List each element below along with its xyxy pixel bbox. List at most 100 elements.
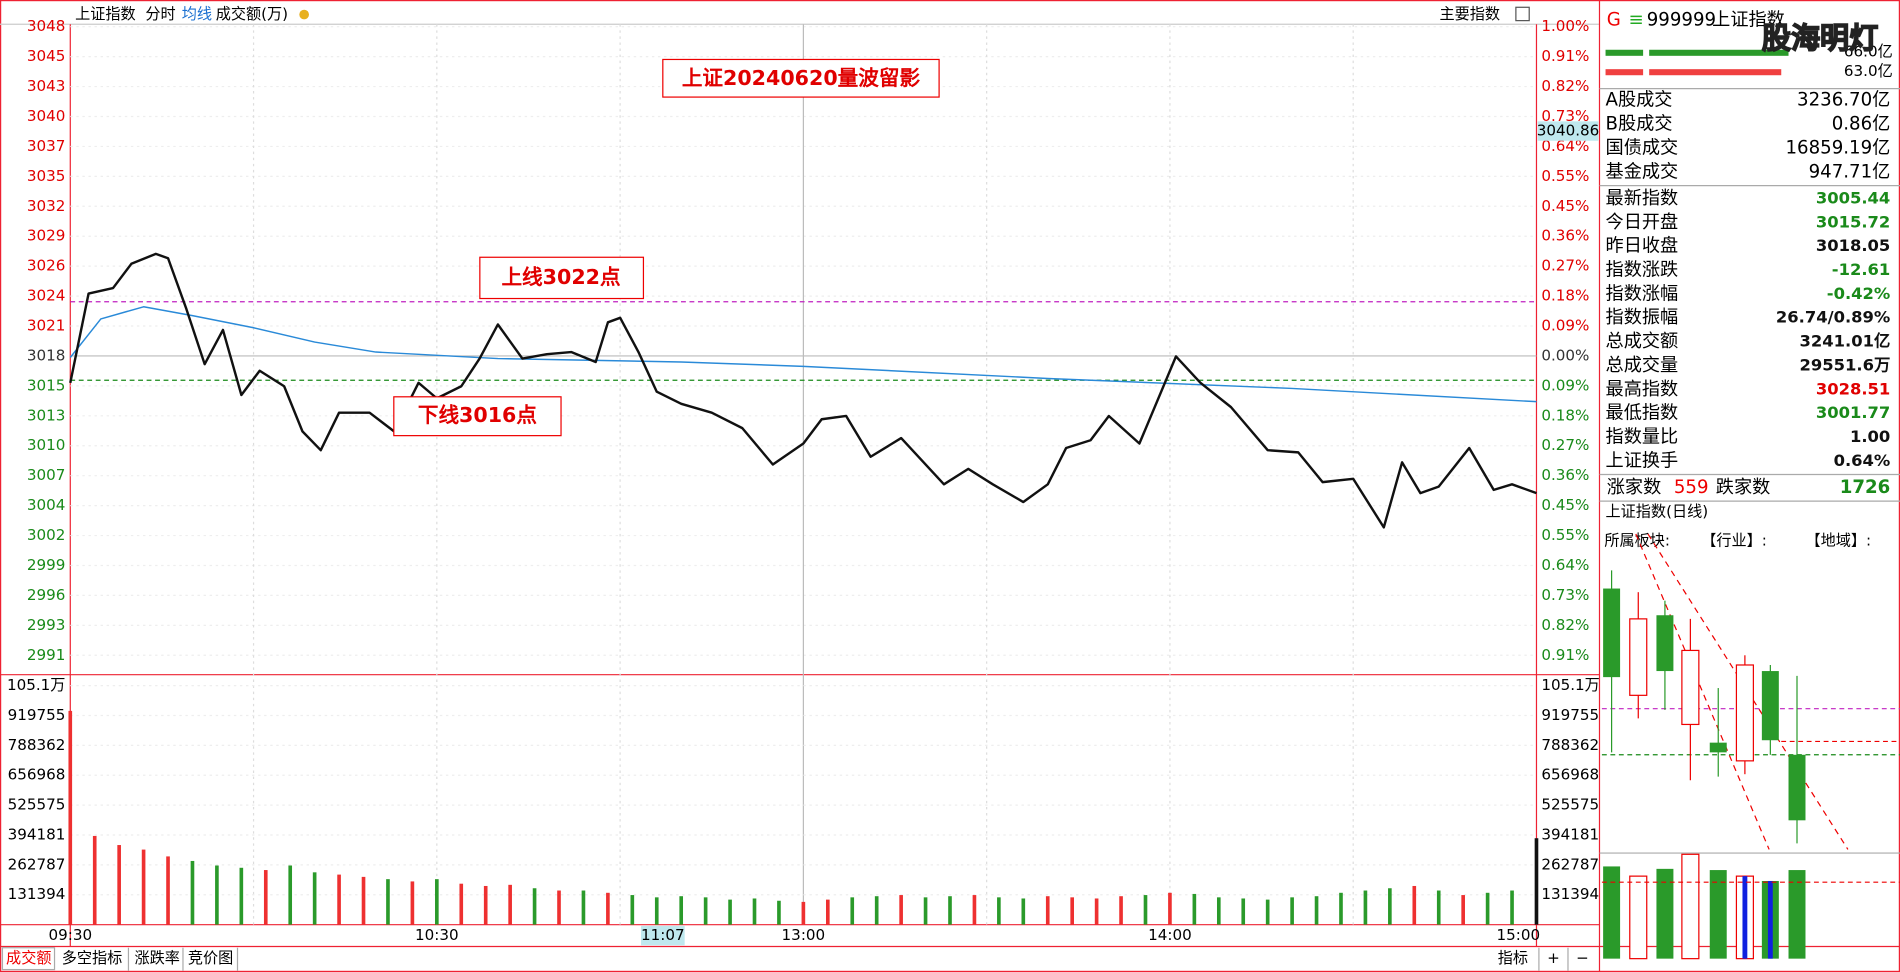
vol-tick-label: 105.1万 (1541, 676, 1599, 694)
y2-tick-label: 0.45% (1541, 197, 1589, 215)
up-label: 涨家数 (1607, 477, 1661, 498)
flag: ≡ (1629, 10, 1644, 31)
volume-bar (654, 897, 659, 925)
bottom-tab[interactable]: 成交额 (6, 949, 51, 967)
volume-bar (312, 872, 317, 925)
y-tick-label: 3002 (27, 526, 66, 544)
volume-bar (1388, 888, 1392, 925)
volume-bar (1339, 892, 1343, 925)
candle (1603, 588, 1621, 678)
volume-bar (263, 870, 268, 925)
bottom-button[interactable]: 指标 (1498, 949, 1528, 967)
row-value: 3001.77 (1816, 403, 1890, 422)
volume-bar (483, 885, 488, 925)
toolbar-right[interactable]: 主要指数 (1440, 5, 1501, 23)
y-tick-label: 3035 (27, 167, 66, 185)
volume-bar (1461, 895, 1465, 925)
toolbar-tab[interactable]: 分时 (145, 5, 175, 23)
vol-tick-label: 105.1万 (7, 676, 65, 694)
y2-tick-label: 0.09% (1541, 376, 1589, 394)
vol-tick-label: 262787 (8, 855, 66, 873)
row-label: 最新指数 (1606, 188, 1679, 209)
candle (1681, 649, 1700, 726)
cursor-tag (1537, 121, 1599, 141)
annotation-title: 上证20240620量波留影 (682, 66, 921, 90)
volume-bar (386, 879, 390, 925)
row-value: 3005.44 (1816, 189, 1890, 208)
bell-icon[interactable] (299, 9, 309, 20)
cursor-value: 3040.86 (1537, 122, 1600, 140)
volume-bar (1143, 895, 1148, 925)
volume-bar (1070, 897, 1075, 925)
toolbar-title: 上证指数 (75, 5, 136, 23)
candle (1735, 664, 1754, 762)
vol-tick-label: 788362 (1541, 736, 1599, 754)
volume-bar (337, 874, 341, 925)
tab[interactable] (1, 947, 56, 971)
y-tick-label: 2999 (27, 556, 66, 574)
x-tick-label: 15:00 (1496, 926, 1540, 944)
volume-bar (874, 896, 879, 925)
volume-bar (997, 897, 1001, 925)
volume-bar (630, 895, 635, 925)
y-tick-label: 3013 (27, 406, 66, 424)
volume-bar (557, 890, 561, 925)
down-label: 跌家数 (1716, 477, 1770, 498)
bottom-button[interactable]: + (1547, 949, 1560, 967)
candle (1788, 754, 1806, 821)
y-tick-label: 3040 (27, 107, 66, 125)
toggle-icon[interactable] (1515, 6, 1530, 22)
row-value: 3028.51 (1816, 379, 1890, 398)
vol-tick-label: 919755 (8, 706, 66, 724)
bar (1605, 49, 1644, 56)
vol-bar (1788, 870, 1806, 959)
row-value: 26.74/0.89% (1776, 308, 1890, 327)
volume-bar (1290, 897, 1294, 925)
volume-bar (1314, 896, 1319, 925)
row-value: 16859.19亿 (1785, 138, 1890, 159)
toolbar-tab[interactable]: 成交额(万) (216, 5, 288, 23)
toolbar-tab[interactable]: 均线 (182, 5, 212, 23)
volume-bar (581, 890, 586, 925)
vol-bar (1629, 875, 1648, 960)
bar (1649, 69, 1782, 76)
y-tick-label: 3007 (27, 466, 66, 484)
row-label: 总成交量 (1606, 355, 1679, 376)
volume-bar (1510, 890, 1514, 925)
bottom-tab[interactable]: 多空指标 (62, 949, 123, 967)
volume-bar (361, 876, 366, 925)
row-value: -0.42% (1827, 284, 1891, 303)
volume-bar (1021, 898, 1026, 925)
volume-bar (679, 896, 684, 925)
volume-bar (899, 895, 903, 925)
volume-bar (410, 881, 415, 925)
row-value: 29551.6万 (1799, 355, 1890, 374)
y2-tick-label: 0.36% (1541, 466, 1589, 484)
volume-bar (1192, 893, 1197, 925)
grid (70, 24, 1537, 925)
down-count: 1726 (1840, 477, 1891, 498)
y2-tick-label: 0.27% (1541, 436, 1589, 454)
bottom-tab[interactable]: 竞价图 (188, 949, 233, 967)
candle (1709, 742, 1727, 753)
y2-tick-label: 0.91% (1541, 646, 1589, 664)
name: 上证指数 (1712, 10, 1785, 31)
y2-tick-label: 0.64% (1541, 137, 1589, 155)
volume-bar (215, 865, 219, 925)
vol-bar (1767, 880, 1773, 959)
annotation-box (393, 396, 562, 437)
vol-tick-label: 788362 (8, 736, 66, 754)
bar-label: 63.0亿 (1844, 62, 1893, 80)
y-tick-label: 3024 (27, 287, 66, 305)
y-tick-label: 3037 (27, 137, 66, 155)
y-tick-label: 2996 (27, 586, 66, 604)
volume-bar (752, 898, 757, 925)
vol-tick-label: 394181 (8, 825, 66, 843)
time-highlight (641, 925, 685, 946)
bottom-button[interactable]: − (1576, 949, 1589, 967)
vol-tick-label: 525575 (8, 796, 66, 814)
bottom-tab[interactable]: 涨跌率 (135, 949, 180, 967)
volume-bar (1216, 897, 1221, 925)
y2-tick-label: 0.18% (1541, 406, 1589, 424)
